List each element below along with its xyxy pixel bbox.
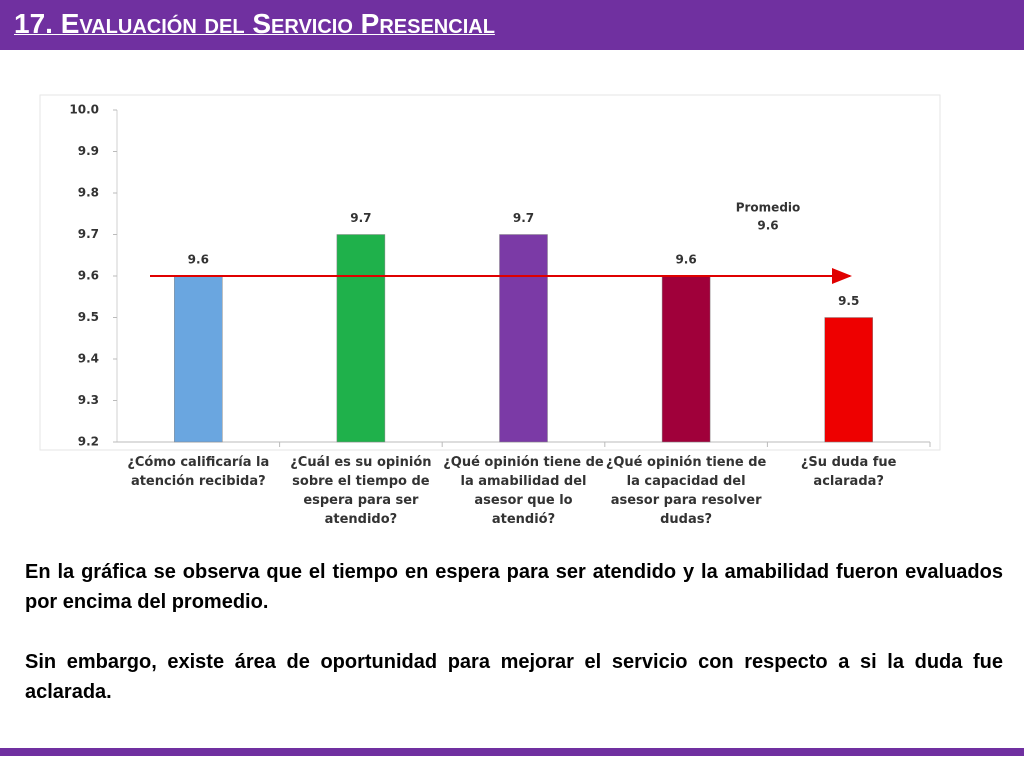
slide-title: 17. Evaluación del Servicio Presencial [14, 8, 495, 39]
x-tick-label: ¿Cómo calificaría la atención recibida? [127, 455, 270, 489]
y-tick-label: 9.6 [78, 269, 99, 283]
data-label: 9.7 [513, 211, 534, 225]
bar [174, 275, 223, 443]
y-tick-label: 9.2 [78, 435, 99, 449]
x-tick-label: ¿Su duda fue aclarada? [800, 455, 897, 489]
footer-bar [0, 748, 1024, 756]
header-bar [0, 0, 1024, 50]
average-label: Promedio [736, 201, 801, 215]
chart-frame [39, 94, 941, 451]
data-label: 9.5 [838, 294, 859, 308]
data-label: 9.6 [675, 253, 696, 267]
x-tick-label: ¿Qué opinión tiene de la amabilidad del … [443, 455, 604, 527]
chart: 9.2 9.3 9.4 9.5 9.6 9.7 9.8 9.9 10.0 9.6 9.7 9.7 9.6… [39, 94, 941, 451]
y-tick-label: 9.9 [78, 144, 99, 158]
data-label: 9.7 [350, 211, 371, 225]
y-tick-label: 10.0 [69, 103, 99, 117]
bar [661, 275, 711, 443]
data-label: 9.6 [188, 253, 209, 267]
x-tick-label: ¿Cuál es su opinión sobre el tiempo de e… [290, 455, 432, 527]
bar [824, 317, 873, 443]
bar [336, 234, 386, 443]
bar [499, 234, 548, 443]
paragraph: Sin embargo, existe área de oportunidad … [25, 651, 1003, 703]
y-tick-label: 9.4 [78, 352, 99, 366]
y-tick-label: 9.7 [78, 227, 99, 241]
y-tick-label: 9.5 [78, 310, 99, 324]
y-tick-label: 9.3 [78, 393, 99, 407]
average-value: 9.6 [757, 219, 778, 233]
paragraph: En la gráfica se observa que el tiempo e… [25, 561, 1003, 613]
x-tick-label: ¿Qué opinión tiene de la capacidad del a… [605, 455, 767, 527]
y-tick-label: 9.8 [78, 186, 99, 200]
